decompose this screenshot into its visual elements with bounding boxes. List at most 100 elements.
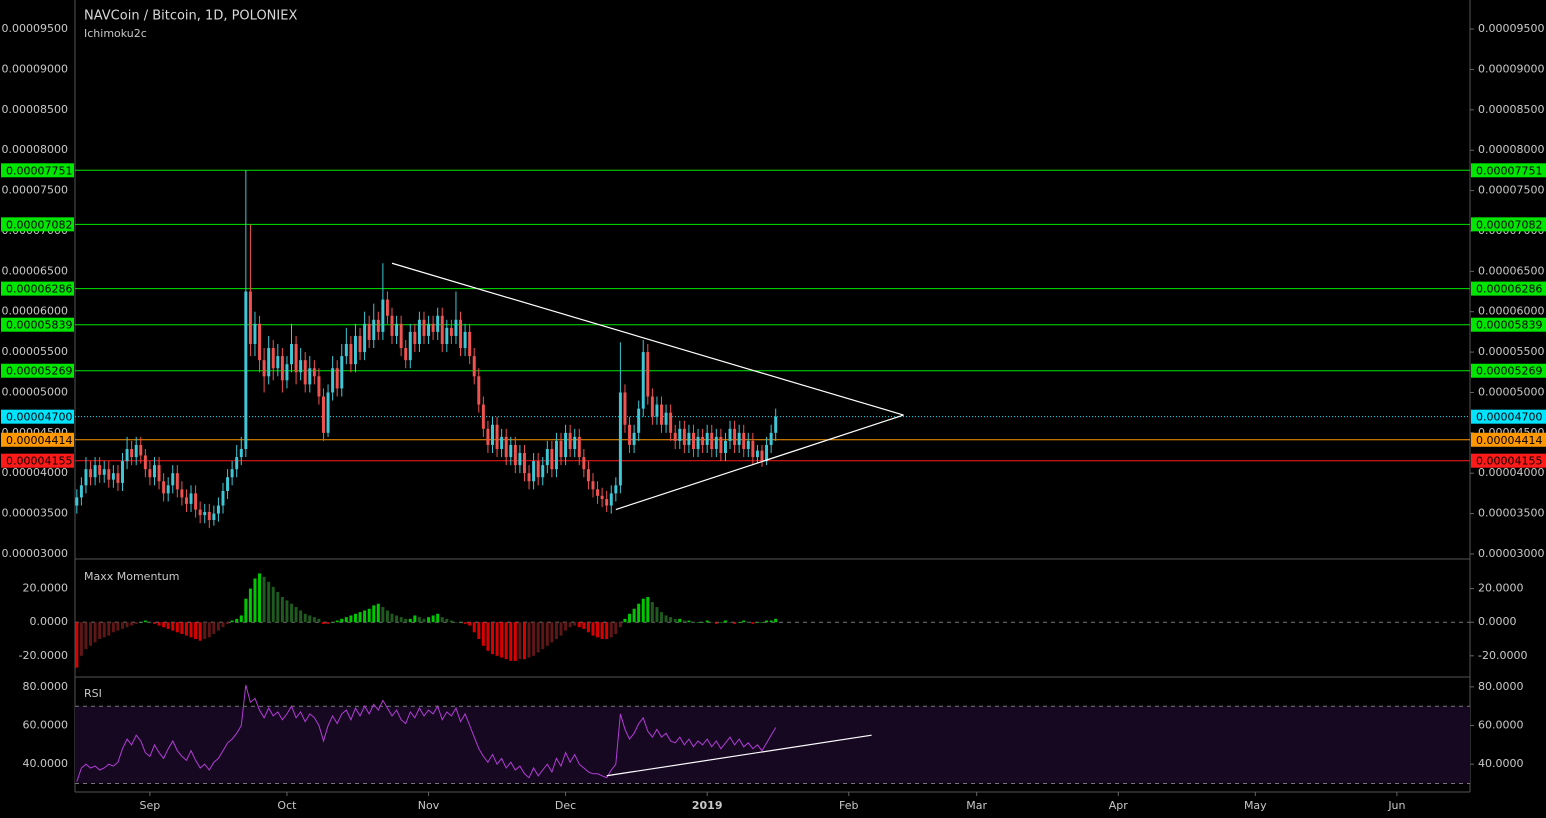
momentum-bar bbox=[331, 622, 335, 623]
momentum-bar bbox=[89, 622, 93, 646]
momentum-bar bbox=[536, 622, 540, 653]
candle-body bbox=[143, 455, 147, 470]
last-price-box bbox=[1471, 409, 1546, 424]
candle-body bbox=[746, 440, 750, 449]
y-tick-label: 80.0000 bbox=[1478, 680, 1524, 693]
momentum-bar bbox=[417, 617, 421, 623]
candle-body bbox=[427, 323, 431, 336]
y-tick-label: 0.00005000 bbox=[1478, 385, 1544, 398]
candle-body bbox=[312, 368, 316, 377]
x-tick-label: Mar bbox=[966, 799, 987, 812]
level-label-box bbox=[1, 163, 74, 178]
level-label: 0.00005269 bbox=[1476, 365, 1542, 378]
candle-body bbox=[203, 511, 207, 516]
candle-body bbox=[449, 327, 453, 336]
candle-body bbox=[481, 404, 485, 429]
x-tick-label: Sep bbox=[140, 799, 161, 812]
level-label: 0.00006286 bbox=[6, 283, 72, 296]
momentum-bar bbox=[495, 622, 499, 656]
momentum-bar bbox=[184, 622, 188, 636]
momentum-bar bbox=[294, 607, 298, 623]
y-tick-label: 0.00009500 bbox=[2, 22, 68, 35]
momentum-bar bbox=[623, 618, 627, 623]
momentum-bar bbox=[723, 620, 727, 623]
candle-body bbox=[468, 331, 472, 357]
candle-body bbox=[541, 465, 545, 478]
momentum-bar bbox=[522, 622, 526, 660]
momentum-bar bbox=[413, 615, 417, 623]
candle-body bbox=[194, 493, 198, 510]
momentum-bar bbox=[568, 622, 572, 628]
momentum-bar bbox=[500, 622, 504, 658]
momentum-bar bbox=[527, 622, 531, 658]
momentum-bar bbox=[194, 622, 198, 640]
y-tick-label: 60.0000 bbox=[23, 719, 69, 732]
y-tick-label: -20.0000 bbox=[1478, 649, 1527, 662]
momentum-bar bbox=[755, 622, 759, 623]
momentum-bar bbox=[742, 620, 746, 623]
candle-body bbox=[248, 291, 252, 345]
momentum-bar bbox=[317, 618, 321, 623]
candle-body bbox=[527, 473, 531, 482]
momentum-bar bbox=[545, 622, 549, 646]
candle-body bbox=[212, 513, 216, 521]
momentum-bar bbox=[390, 613, 394, 623]
momentum-bar bbox=[157, 622, 161, 626]
candle-body bbox=[755, 450, 759, 458]
momentum-bar bbox=[774, 618, 778, 623]
momentum-bar bbox=[628, 613, 632, 623]
last-price-label: 0.00004700 bbox=[6, 411, 72, 424]
momentum-bar bbox=[586, 622, 590, 633]
candle-body bbox=[723, 440, 727, 454]
candle-body bbox=[691, 432, 695, 449]
y-tick-label: 0.00003500 bbox=[2, 507, 68, 520]
level-label-box bbox=[1, 432, 74, 447]
momentum-bar bbox=[440, 617, 444, 623]
candle-body bbox=[605, 499, 609, 506]
candle-body bbox=[618, 392, 622, 486]
candle-body bbox=[545, 448, 549, 466]
candle-body bbox=[760, 450, 764, 462]
candle-body bbox=[180, 489, 184, 498]
candle-body bbox=[737, 432, 741, 445]
level-label-box bbox=[1, 363, 74, 378]
momentum-bar bbox=[564, 622, 568, 631]
last-price-label: 0.00004700 bbox=[1476, 411, 1542, 424]
candle-body bbox=[513, 444, 517, 466]
momentum-bar bbox=[691, 622, 695, 623]
momentum-bar bbox=[102, 622, 106, 638]
candle-body bbox=[532, 461, 536, 482]
momentum-bar bbox=[312, 617, 316, 623]
momentum-bar bbox=[650, 602, 654, 623]
momentum-bar bbox=[189, 622, 193, 638]
momentum-bar bbox=[719, 622, 723, 623]
candle-body bbox=[678, 428, 682, 441]
y-tick-label: 0.00005500 bbox=[2, 345, 68, 358]
momentum-bar bbox=[637, 603, 641, 623]
y-tick-label: -20.0000 bbox=[19, 649, 68, 662]
candle-body bbox=[148, 469, 152, 478]
momentum-bar bbox=[605, 622, 609, 640]
candle-body bbox=[742, 432, 746, 449]
candle-body bbox=[367, 323, 371, 340]
level-label: 0.00004414 bbox=[1476, 434, 1542, 447]
momentum-bar bbox=[728, 622, 732, 623]
y-tick-label: 0.00005000 bbox=[2, 385, 68, 398]
momentum-bar bbox=[166, 622, 170, 629]
candle-body bbox=[253, 323, 257, 345]
candle-body bbox=[276, 356, 280, 369]
candle-body bbox=[216, 505, 220, 514]
momentum-bar bbox=[705, 620, 709, 623]
candle-body bbox=[477, 376, 481, 405]
momentum-bar bbox=[701, 622, 705, 623]
candle-body bbox=[522, 453, 526, 474]
momentum-bar bbox=[559, 622, 563, 636]
candle-body bbox=[577, 436, 581, 458]
trendline bbox=[615, 414, 904, 511]
last-price-box bbox=[1, 409, 74, 424]
momentum-bar bbox=[148, 622, 152, 623]
y-tick-label: 0.00009500 bbox=[1478, 22, 1544, 35]
momentum-bar bbox=[349, 615, 353, 623]
candle-body bbox=[637, 408, 641, 433]
